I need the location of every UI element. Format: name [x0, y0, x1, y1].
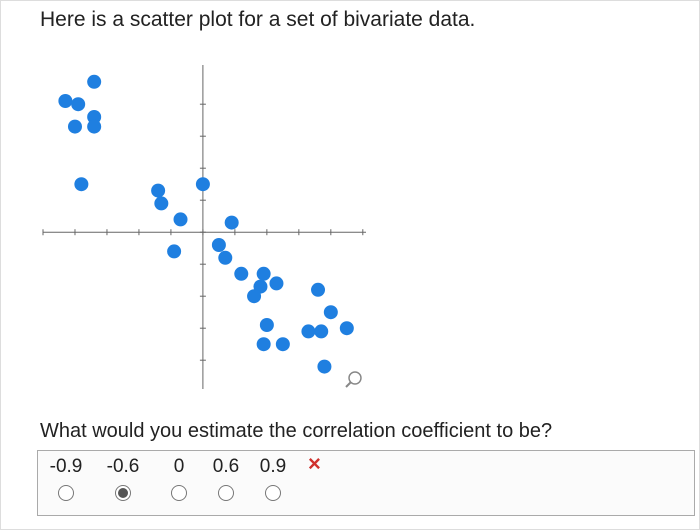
point [323, 305, 338, 320]
option-label: -0.9 [49, 456, 83, 477]
option-label: -0.6 [106, 456, 140, 477]
point [311, 282, 326, 297]
option-label: 0 [173, 456, 185, 477]
point [74, 177, 89, 192]
point [71, 97, 86, 112]
point [87, 74, 102, 89]
point [67, 119, 82, 134]
option-label: 0.9 [259, 456, 287, 477]
point [167, 244, 182, 259]
point [256, 337, 271, 352]
point [218, 250, 233, 265]
radio-button[interactable] [171, 485, 187, 501]
zoom-icon[interactable] [345, 371, 362, 388]
point [87, 110, 102, 124]
question: What would you estimate the correlation … [40, 420, 553, 442]
point [173, 212, 188, 227]
radio-button[interactable] [265, 485, 281, 501]
radio-button[interactable] [115, 485, 131, 501]
point [301, 324, 316, 339]
radio-button[interactable] [218, 485, 234, 501]
point [195, 177, 210, 192]
point [58, 94, 73, 108]
point [151, 183, 166, 198]
incorrect-mark: × [308, 451, 321, 476]
point [317, 359, 332, 374]
prompt: Here is a scatter plot for a set of biva… [40, 8, 476, 31]
point [256, 266, 271, 281]
point [234, 266, 249, 281]
point [339, 321, 354, 336]
point [154, 196, 169, 211]
option-label: 0.6 [212, 456, 240, 477]
point [247, 289, 262, 304]
radio-button[interactable] [58, 485, 74, 501]
point [275, 337, 290, 352]
point [269, 276, 284, 291]
scatter-plot [42, 65, 366, 389]
point [87, 119, 102, 134]
point [224, 215, 239, 230]
point [211, 238, 226, 252]
answer-box: × -0.9 -0.6 0 0.6 0.9 [37, 450, 695, 516]
point [259, 318, 274, 332]
point [314, 324, 329, 339]
